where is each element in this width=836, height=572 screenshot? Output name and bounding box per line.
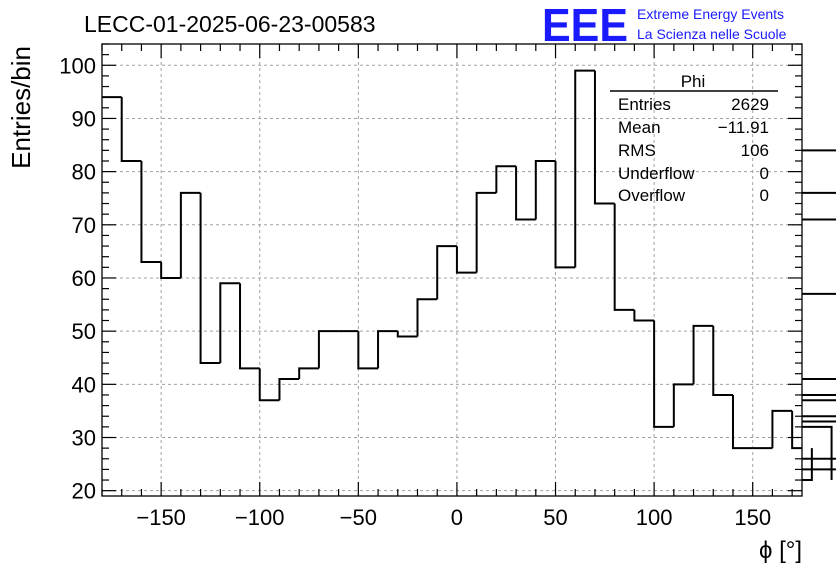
histogram-bin (574, 69, 595, 268)
histogram-bin (317, 330, 339, 369)
histogram-bars (102, 69, 836, 482)
y-tick-label: 100 (59, 53, 96, 78)
histogram-bin (120, 97, 142, 162)
histogram-bin (495, 165, 517, 193)
y-tick-label: 70 (72, 213, 96, 238)
histogram-bin (692, 324, 714, 385)
histogram-bin (802, 149, 836, 152)
histogram-bin (593, 70, 615, 205)
stats-label-rms: RMS (618, 141, 656, 160)
histogram-bin (554, 160, 576, 269)
x-tick-label: 150 (734, 505, 771, 530)
x-axis-label: ϕ [°] (759, 537, 802, 564)
y-tick-label: 40 (72, 372, 96, 397)
histogram-bin (534, 159, 556, 220)
axis-tick-labels: −150 −100 −50 0 50 100 150 20 30 40 50 60 70 80 90 100 (59, 53, 771, 530)
histogram-bin (416, 298, 438, 337)
histogram-bin (160, 262, 181, 279)
histogram-bin (802, 378, 836, 381)
histogram-bin (199, 192, 221, 365)
x-tick-label: −100 (235, 505, 285, 530)
plot-frame (101, 43, 803, 497)
stats-name: Phi (681, 72, 706, 91)
y-tick-label: 80 (72, 160, 96, 185)
histogram-bin (802, 448, 813, 482)
eee-logo-line1: Extreme Energy Events (637, 6, 784, 22)
x-tick-label: 100 (636, 505, 673, 530)
histogram-bin (396, 331, 418, 338)
eee-logo: EEE Extreme Energy Events La Scienza nel… (542, 0, 787, 51)
y-axis-label: Entries/bin (6, 46, 36, 169)
histogram-bin (475, 191, 497, 273)
histogram-bin (633, 309, 655, 322)
stats-value-overflow: 0 (760, 186, 769, 205)
y-tick-label: 50 (72, 319, 96, 344)
y-tick-label: 30 (72, 426, 96, 451)
histogram-bin (140, 160, 162, 264)
histogram-bin (515, 166, 536, 221)
histogram-bin (731, 394, 753, 450)
chart-title: LECC-01-2025-06-23-00583 (84, 11, 376, 37)
x-tick-label: −150 (136, 505, 186, 530)
histogram-bin (802, 218, 836, 221)
histogram-bin (771, 409, 793, 449)
stats-label-entries: Entries (618, 95, 671, 114)
histogram-bin (802, 292, 836, 295)
stats-value-underflow: 0 (760, 164, 769, 183)
stats-value-entries: 2629 (731, 95, 769, 114)
histogram-bin (278, 378, 300, 401)
eee-logo-mark: EEE (542, 0, 628, 51)
histogram-bin (436, 245, 457, 300)
histogram-bin (357, 331, 379, 370)
histogram-bin (802, 393, 836, 396)
axis-ticks (101, 43, 802, 496)
histogram-bin (653, 320, 674, 428)
histogram-bin (239, 283, 260, 370)
y-tick-label: 60 (72, 266, 96, 291)
stats-value-mean: −11.91 (718, 118, 769, 137)
stats-label-overflow: Overflow (618, 186, 686, 205)
x-tick-label: 50 (543, 505, 567, 530)
stats-label-underflow: Underflow (618, 164, 695, 183)
y-tick-label: 20 (72, 479, 96, 504)
histogram-bin (179, 191, 201, 278)
histogram-bin (712, 325, 733, 396)
histogram-bin (802, 468, 836, 471)
histogram-bin (298, 367, 319, 380)
stats-value-rms: 106 (741, 141, 769, 160)
grid-lines (102, 44, 802, 496)
histogram-bin (802, 420, 836, 423)
histogram-bin (258, 368, 280, 402)
histogram-bin (377, 330, 398, 369)
eee-logo-line2: La Scienza nelle Scuole (637, 26, 787, 42)
histogram-bin (455, 246, 477, 274)
histogram-bin (219, 282, 241, 364)
histogram-bin (802, 191, 836, 194)
histogram-bin (802, 425, 833, 481)
histogram-bin (613, 203, 635, 311)
stats-box: Phi Entries 2629 Mean −11.91 RMS 106 Und… (610, 72, 778, 205)
histogram-bin (802, 457, 836, 460)
histogram-bin (672, 383, 694, 427)
y-tick-label: 90 (72, 106, 96, 131)
stats-label-mean: Mean (618, 118, 661, 137)
x-tick-label: 0 (451, 505, 463, 530)
x-tick-label: −50 (340, 505, 377, 530)
